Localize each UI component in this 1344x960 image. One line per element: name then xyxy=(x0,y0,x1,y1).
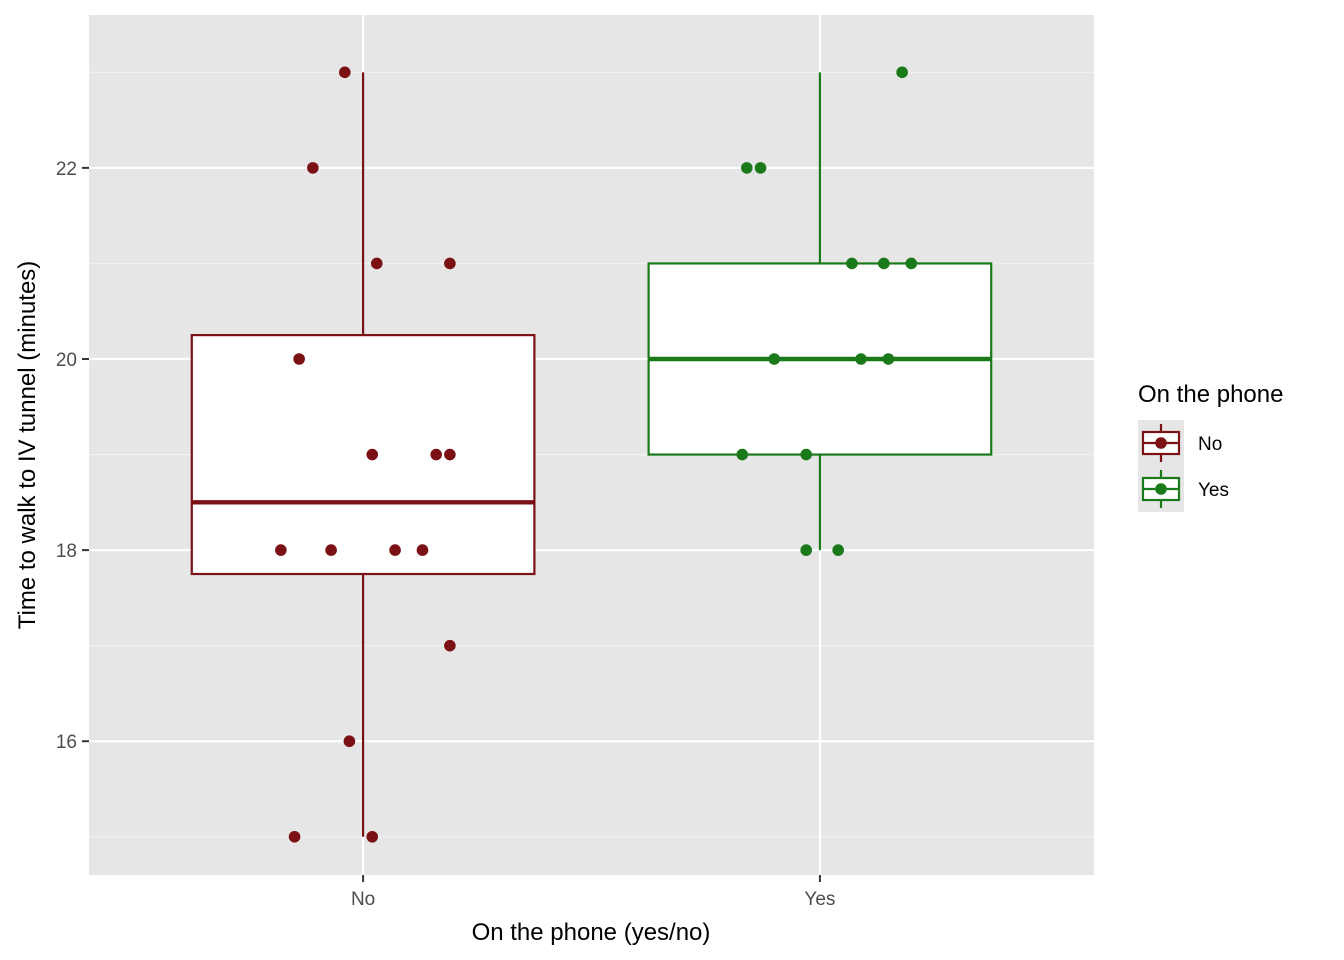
data-point xyxy=(896,66,908,79)
data-point xyxy=(855,353,867,365)
legend-label: Yes xyxy=(1198,480,1229,501)
data-point xyxy=(293,353,305,365)
legend: On the phone No Yes xyxy=(1138,381,1283,512)
y-axis-title: Time to walk to IV tunnel (minutes) xyxy=(14,261,41,630)
data-point xyxy=(416,544,429,556)
box-iqr xyxy=(190,334,536,576)
point-layer xyxy=(275,66,918,843)
data-point xyxy=(275,544,287,556)
data-point xyxy=(444,639,456,652)
data-point xyxy=(878,257,890,270)
data-point xyxy=(370,257,383,270)
legend-title: On the phone xyxy=(1138,381,1283,408)
data-point xyxy=(800,544,813,556)
y-axis: 16 18 20 22 xyxy=(56,159,89,753)
data-point xyxy=(736,448,749,461)
data-point xyxy=(741,162,753,174)
data-point xyxy=(768,353,781,365)
data-point xyxy=(307,162,319,174)
data-point xyxy=(343,735,356,748)
x-axis-title: On the phone (yes/no) xyxy=(472,919,711,946)
y-tick-label: 16 xyxy=(56,732,77,753)
data-point xyxy=(444,257,456,270)
x-tick-label: No xyxy=(351,889,375,910)
x-tick-label: Yes xyxy=(804,889,835,910)
data-point xyxy=(444,448,456,461)
data-point xyxy=(846,257,858,270)
data-point xyxy=(339,66,351,79)
data-point xyxy=(754,162,767,174)
y-tick-label: 18 xyxy=(56,541,77,562)
data-point xyxy=(366,830,379,843)
x-axis: No Yes xyxy=(351,875,835,910)
legend-key-point xyxy=(1155,437,1167,449)
data-point xyxy=(800,448,813,461)
y-tick-label: 22 xyxy=(56,159,77,180)
box-layer xyxy=(190,72,993,837)
legend-keys: No Yes xyxy=(1138,420,1229,512)
data-point xyxy=(430,448,442,461)
data-point xyxy=(832,544,844,556)
data-point xyxy=(905,257,918,270)
legend-label: No xyxy=(1198,434,1222,455)
data-point xyxy=(882,353,895,365)
data-point xyxy=(366,448,379,461)
legend-key-point xyxy=(1155,483,1167,495)
data-point xyxy=(325,544,337,556)
data-point xyxy=(288,830,301,843)
y-tick-label: 20 xyxy=(56,350,77,371)
data-point xyxy=(389,544,401,556)
